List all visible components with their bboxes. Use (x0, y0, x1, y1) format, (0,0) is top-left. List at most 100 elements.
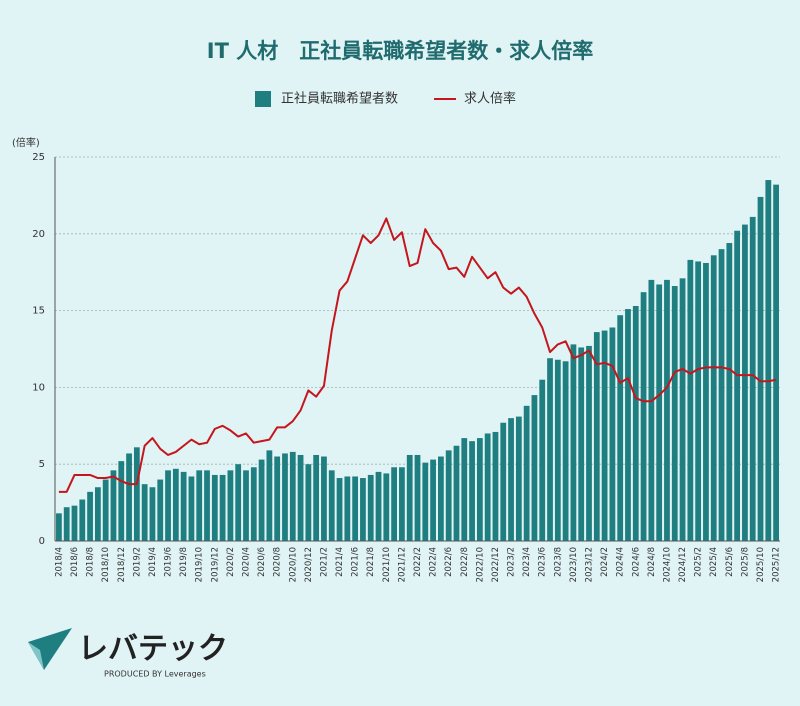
line (58, 217, 777, 493)
bar (266, 450, 273, 541)
legend-label: 求人倍率 (464, 91, 516, 107)
bar (383, 473, 390, 541)
bar (352, 476, 359, 541)
x-tick-label: 2024/8 (647, 547, 657, 577)
bar (554, 359, 561, 541)
bar (180, 471, 187, 541)
x-tick-label: 2023/2 (507, 547, 517, 577)
bar (718, 249, 725, 541)
x-tick-label: 2025/6 (725, 547, 735, 577)
bar (765, 180, 772, 542)
bar (656, 284, 663, 541)
x-tick-label: 2022/6 (444, 547, 454, 577)
bar (360, 478, 366, 541)
bar (305, 464, 312, 541)
bar (157, 479, 164, 541)
bar (687, 259, 694, 541)
x-tick-label: 2021/12 (397, 547, 407, 582)
bar (227, 470, 234, 541)
bar (328, 470, 335, 541)
bar (492, 431, 499, 541)
bar (71, 505, 78, 541)
bar (664, 279, 670, 541)
x-tick-label: 2023/8 (553, 547, 563, 577)
bar (235, 464, 242, 541)
y-tick-label: 5 (39, 459, 45, 470)
bar (336, 478, 343, 541)
bar (422, 462, 429, 541)
bar (87, 491, 93, 541)
x-tick-label: 2024/12 (678, 547, 688, 582)
bar (609, 327, 616, 541)
bar (445, 450, 452, 541)
bar (126, 453, 132, 541)
x-tick-label: 2021/2 (319, 547, 329, 577)
x-tick-label: 2025/2 (694, 547, 704, 577)
legend-marker (255, 91, 271, 107)
bar (671, 286, 678, 541)
x-tick-label: 2020/12 (304, 547, 314, 582)
x-tick-label: 2018/12 (117, 547, 127, 582)
y-tick-label: 10 (32, 382, 45, 393)
logo: レバテック PRODUCED BY Leverages (28, 628, 228, 679)
bar (196, 470, 203, 541)
bar (625, 309, 631, 541)
x-tick-label: 2021/4 (335, 547, 345, 577)
x-tick-label: 2024/4 (616, 547, 626, 577)
bar (211, 474, 218, 541)
bar (547, 358, 553, 541)
bar (523, 405, 530, 541)
bar (172, 468, 179, 541)
bar (500, 422, 507, 541)
logo-tagline: PRODUCED BY Leverages (104, 670, 206, 679)
y-tick-label: 25 (32, 152, 45, 163)
x-tick-label: 2018/10 (101, 547, 111, 582)
bar (63, 507, 70, 541)
bar (94, 487, 101, 541)
bar (586, 345, 592, 541)
x-tick-label: 2018/6 (70, 547, 80, 577)
x-tick-label: 2023/4 (522, 547, 532, 577)
bar (742, 224, 748, 542)
y-tick-label: 15 (32, 306, 45, 317)
bar (476, 438, 483, 541)
bar (570, 344, 577, 541)
bar (734, 230, 741, 541)
bar (438, 456, 444, 541)
x-tick-label: 2018/4 (54, 547, 64, 577)
x-tick-label: 2022/4 (429, 547, 439, 577)
bar (188, 476, 195, 541)
x-tick-label: 2025/4 (709, 547, 719, 577)
x-tick-label: 2022/12 (491, 547, 501, 582)
bar (539, 379, 546, 541)
bar (399, 467, 405, 541)
x-tick-label: 2020/4 (241, 547, 251, 577)
x-tick-label: 2023/6 (538, 547, 548, 577)
bar (469, 441, 475, 541)
x-tick-label: 2021/6 (351, 547, 361, 577)
bar (726, 243, 733, 542)
bar (79, 499, 86, 541)
bar (375, 471, 382, 541)
x-tick-label: 2022/8 (460, 547, 470, 577)
bar (258, 459, 265, 541)
x-tick-label: 2020/8 (273, 547, 283, 577)
bar (461, 438, 468, 541)
bar (289, 451, 296, 541)
x-tick-label: 2019/4 (148, 547, 158, 577)
bar (484, 433, 491, 541)
bar (703, 262, 709, 541)
bar (749, 216, 756, 542)
y-unit-label: (倍率) (12, 136, 40, 149)
bar (141, 484, 148, 541)
bar (243, 470, 249, 541)
bar (313, 454, 320, 541)
bar (102, 479, 109, 541)
bar (297, 454, 304, 541)
x-tick-label: 2025/10 (756, 547, 766, 582)
bar (133, 447, 140, 541)
bar (593, 332, 600, 541)
bar (110, 470, 117, 541)
y-tick-label: 20 (32, 229, 45, 240)
